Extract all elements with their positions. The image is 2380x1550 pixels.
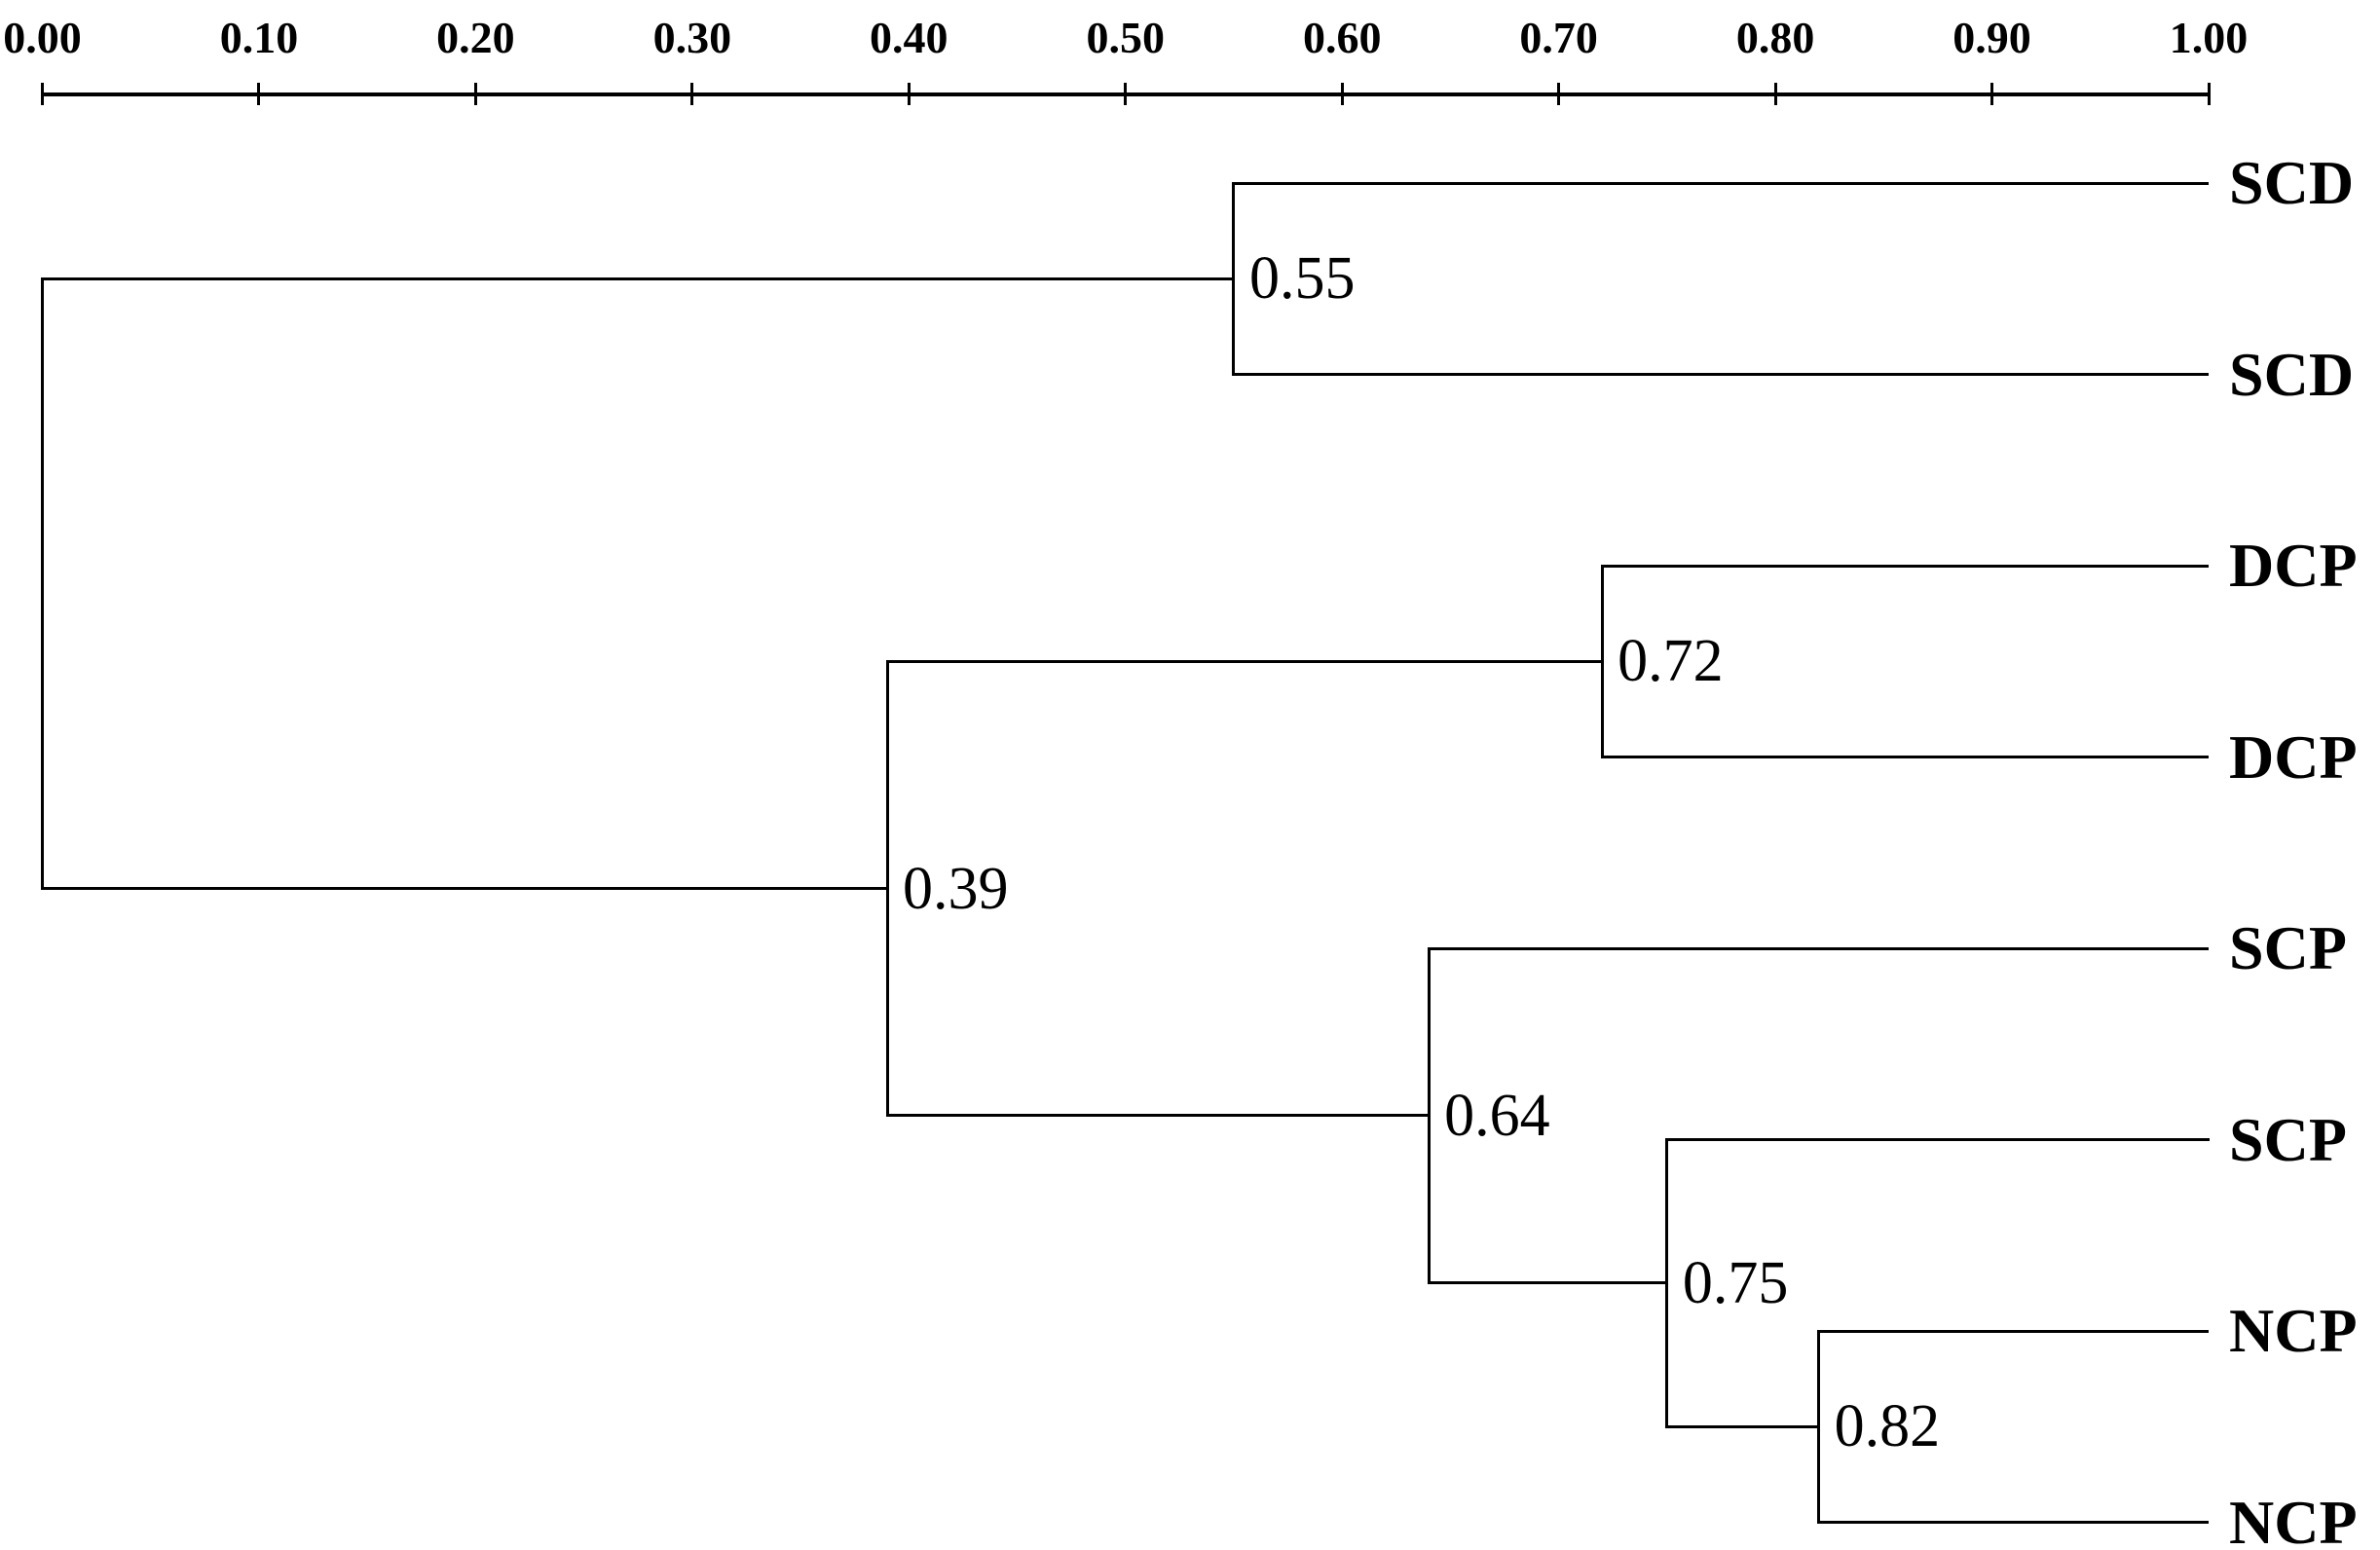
leaf-label: SCD (2229, 148, 2355, 217)
branch-horizontal-line (41, 887, 889, 891)
branch-horizontal-line (1665, 1424, 1821, 1428)
axis-tick (1340, 83, 1344, 105)
branch-horizontal-line (1817, 1521, 2210, 1524)
branch-horizontal-line (1600, 564, 2210, 568)
branch-horizontal-line (1232, 373, 2210, 376)
axis-tick-label: 0.00 (3, 13, 82, 62)
axis-tick (690, 83, 694, 105)
axis-tick (1557, 83, 1561, 105)
branch-horizontal-line (1817, 1329, 2210, 1333)
merge-similarity-label: 0.72 (1618, 628, 1724, 695)
axis-tick (1124, 83, 1128, 105)
axis-tick-label: 0.40 (870, 13, 948, 62)
axis-tick-label: 0.80 (1735, 13, 1815, 62)
leaf-label: DCP (2229, 531, 2358, 600)
branch-horizontal-line (885, 1114, 1431, 1118)
axis-tick (1990, 83, 1994, 105)
branch-horizontal-line (1427, 946, 2210, 950)
axis-tick (2207, 83, 2211, 105)
axis-tick (257, 83, 261, 105)
merge-similarity-label: 0.75 (1682, 1249, 1789, 1316)
branch-horizontal-line (1600, 756, 2210, 758)
leaf-label: SCP (2229, 913, 2347, 982)
merge-similarity-label: 0.39 (903, 855, 1009, 922)
axis-tick-label: 0.90 (1952, 13, 2031, 62)
merge-similarity-label: 0.64 (1444, 1082, 1550, 1149)
merge-similarity-label: 0.55 (1248, 245, 1356, 313)
axis-tick-label: 0.10 (219, 13, 299, 62)
leaf-label: NCP (2229, 1296, 2358, 1365)
axis-tick-label: 0.70 (1519, 13, 1598, 62)
axis-tick (907, 83, 911, 105)
axis-tick (41, 83, 44, 105)
leaf-label: SCD (2229, 339, 2355, 409)
leaf-label: NCP (2229, 1487, 2358, 1550)
leaf-label: SCP (2229, 1104, 2347, 1174)
branch-horizontal-line (1665, 1138, 2210, 1141)
branch-horizontal-line (885, 659, 1604, 663)
axis-tick-label: 0.50 (1086, 13, 1166, 62)
branch-vertical-line (41, 277, 44, 891)
branch-horizontal-line (41, 277, 1236, 280)
axis-tick-label: 1.00 (2169, 13, 2249, 62)
axis-tick-label: 0.30 (652, 13, 732, 62)
branch-horizontal-line (1232, 181, 2210, 185)
branch-horizontal-line (1427, 1281, 1669, 1285)
axis-tick (1773, 83, 1777, 105)
merge-similarity-label: 0.82 (1834, 1393, 1941, 1460)
leaf-label: DCP (2229, 721, 2358, 792)
axis-tick-label: 0.60 (1302, 13, 1382, 62)
axis-tick-label: 0.20 (436, 13, 515, 62)
axis-tick (473, 83, 477, 105)
